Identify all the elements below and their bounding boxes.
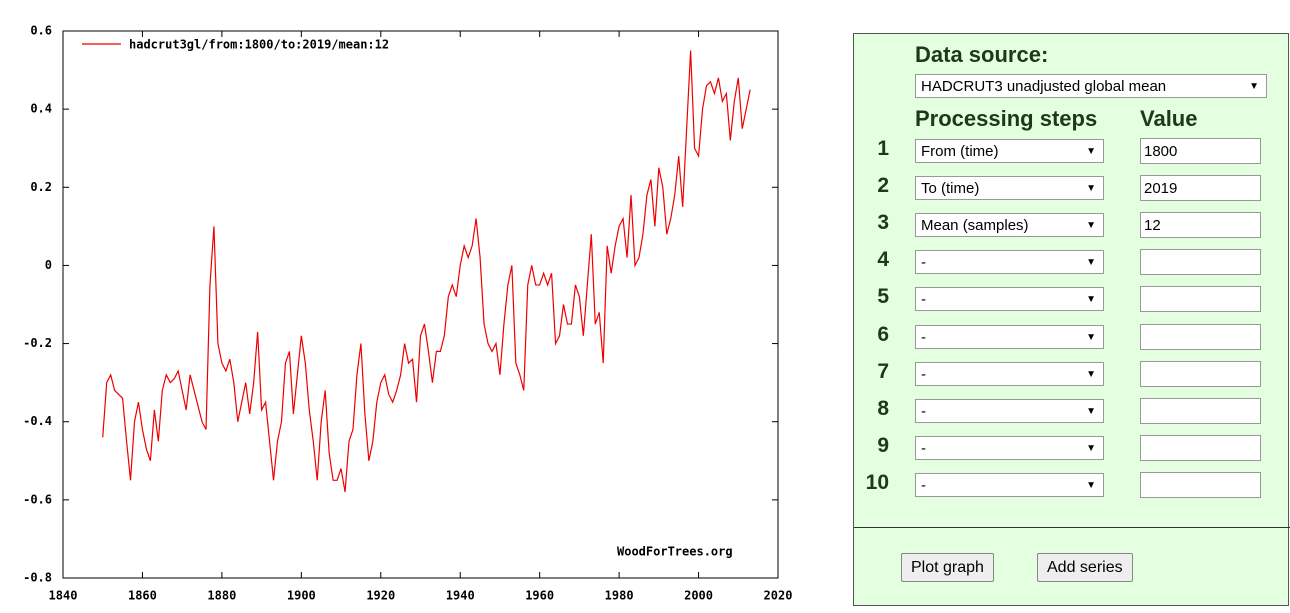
step-select[interactable]: - (915, 361, 1104, 387)
value-input[interactable] (1140, 434, 1261, 461)
x-tick-label: 1880 (207, 589, 236, 603)
form-panel: Data source: HADCRUT3 unadjusted global … (853, 33, 1290, 606)
step-select[interactable]: - (915, 472, 1104, 498)
value-input[interactable] (1140, 360, 1261, 387)
row-number: 9 (877, 433, 889, 457)
y-tick-label: -0.2 (23, 336, 52, 350)
row-number: 3 (877, 211, 889, 235)
data-source-select[interactable]: HADCRUT3 unadjusted global mean (915, 74, 1267, 99)
step-select[interactable]: From (time) (915, 139, 1104, 164)
row-number: 8 (877, 396, 889, 420)
row-number: 10 (865, 470, 889, 494)
value-input[interactable]: 2019 (1140, 175, 1261, 202)
x-tick-label: 1960 (525, 589, 554, 603)
y-tick-label: -0.6 (23, 492, 52, 506)
step-select[interactable]: - (915, 435, 1104, 461)
value-input[interactable] (1140, 249, 1261, 276)
row-number: 6 (877, 322, 889, 346)
y-tick-label: 0.4 (30, 102, 52, 116)
row-number: 4 (877, 248, 889, 272)
legend-label: hadcrut3gl/from:1800/to:2019/mean:12 (129, 38, 389, 52)
row-number: 5 (877, 285, 889, 309)
step-select[interactable]: - (915, 250, 1104, 275)
x-tick-label: 1920 (366, 589, 395, 603)
watermark: WoodForTrees.org (617, 545, 733, 559)
y-tick-label: -0.8 (23, 571, 52, 585)
y-tick-label: -0.4 (23, 414, 52, 428)
data-source-label: Data source: (915, 42, 1049, 67)
row-number: 7 (877, 359, 889, 383)
x-tick-label: 1900 (287, 589, 316, 603)
value-input[interactable] (1140, 286, 1261, 313)
step-select[interactable]: - (915, 287, 1104, 312)
chart: WoodForTrees.org -0.8 -0.6 -0.4 -0.2 0 0.2 0.4… (23, 24, 793, 603)
separator (854, 527, 1290, 528)
x-tick-label: 1840 (49, 589, 78, 603)
step-select[interactable]: To (time) (915, 176, 1104, 201)
x-tick-label: 1980 (605, 589, 634, 603)
x-tick-label: 1860 (128, 589, 157, 603)
button[interactable]: Plot graph (901, 553, 994, 582)
value-input[interactable] (1140, 323, 1261, 350)
row-number: 1 (877, 137, 889, 160)
data-line (102, 50, 751, 493)
value-input[interactable] (1140, 471, 1261, 498)
plot-frame (62, 30, 779, 579)
steps-header: Processing steps (915, 106, 1098, 131)
y-tick-label: 0 (45, 258, 52, 272)
x-tick-label: 2020 (764, 589, 793, 603)
value-header: Value (1140, 106, 1198, 131)
step-select[interactable]: - (915, 324, 1104, 350)
x-tick-label: 1940 (446, 589, 475, 603)
step-select[interactable]: Mean (samples) (915, 213, 1104, 238)
value-input[interactable]: 12 (1140, 212, 1261, 239)
y-tick-label: 0.6 (30, 24, 52, 38)
row-number: 2 (877, 174, 889, 198)
button[interactable]: Add series (1037, 553, 1133, 582)
y-tick-label: 0.2 (30, 180, 52, 194)
step-select[interactable]: - (915, 398, 1104, 424)
value-input[interactable] (1140, 397, 1261, 424)
x-tick-label: 2000 (684, 589, 713, 603)
value-input[interactable]: 1800 (1140, 138, 1261, 164)
